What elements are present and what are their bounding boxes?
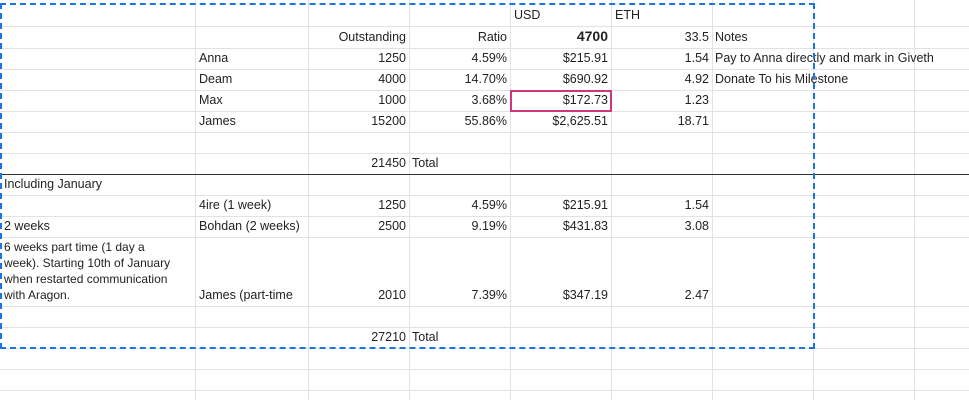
total-value-cell[interactable]: 21450 xyxy=(371,156,406,170)
ratio-cell[interactable]: 14.70% xyxy=(464,72,507,86)
eth-cell[interactable]: 2.47 xyxy=(684,288,709,302)
row-divider xyxy=(0,327,969,328)
row-divider xyxy=(0,48,969,49)
col-divider xyxy=(510,0,511,400)
col-divider xyxy=(712,0,713,400)
header-eth[interactable]: ETH xyxy=(615,8,640,22)
total-value-cell[interactable]: 27210 xyxy=(371,330,406,344)
active-cell-selection[interactable] xyxy=(510,90,612,112)
total-eth-cell[interactable]: 33.5 xyxy=(684,30,709,44)
eth-cell[interactable]: 1.23 xyxy=(684,93,709,107)
usd-cell[interactable]: $2,625.51 xyxy=(552,114,608,128)
total-label-cell[interactable]: Total xyxy=(412,330,439,344)
eth-cell[interactable]: 18.71 xyxy=(677,114,709,128)
copy-marquee xyxy=(0,3,815,349)
outstanding-cell[interactable]: 2500 xyxy=(378,219,406,233)
outstanding-cell[interactable]: 1250 xyxy=(378,198,406,212)
usd-cell[interactable]: $215.91 xyxy=(562,51,608,65)
ratio-cell[interactable]: 4.59% xyxy=(471,198,507,212)
row-divider xyxy=(0,153,969,154)
section-divider xyxy=(0,174,969,175)
header-usd[interactable]: USD xyxy=(514,8,541,22)
col-divider xyxy=(611,0,612,400)
name-cell[interactable]: 4ire (1 week) xyxy=(199,198,272,212)
usd-cell[interactable]: $431.83 xyxy=(562,219,608,233)
note-cell[interactable]: Pay to Anna directly and mark in Giveth xyxy=(715,51,934,65)
eth-cell[interactable]: 1.54 xyxy=(684,198,709,212)
ratio-cell[interactable]: 7.39% xyxy=(471,288,507,302)
desc-cell[interactable]: 6 weeks part time (1 day a week). Starti… xyxy=(4,240,171,302)
header-ratio[interactable]: Ratio xyxy=(477,30,507,44)
row-divider xyxy=(0,195,969,196)
row-divider xyxy=(0,26,969,27)
ratio-cell[interactable]: 9.19% xyxy=(471,219,507,233)
col-divider xyxy=(409,0,410,400)
row-divider xyxy=(0,111,969,112)
row-divider xyxy=(0,306,969,307)
eth-cell[interactable]: 1.54 xyxy=(684,51,709,65)
total-label-cell[interactable]: Total xyxy=(412,156,439,170)
section-heading[interactable]: Including January xyxy=(4,177,102,191)
eth-cell[interactable]: 3.08 xyxy=(684,219,709,233)
row-divider xyxy=(0,369,969,370)
outstanding-cell[interactable]: 2010 xyxy=(378,288,406,302)
desc-cell[interactable]: 2 weeks xyxy=(4,219,50,233)
total-usd-cell[interactable]: 4700 xyxy=(576,28,608,44)
outstanding-cell[interactable]: 1000 xyxy=(378,93,406,107)
col-divider xyxy=(914,0,915,400)
row-divider xyxy=(0,390,969,391)
ratio-cell[interactable]: 3.68% xyxy=(471,93,507,107)
usd-cell[interactable]: $347.19 xyxy=(562,288,608,302)
row-divider xyxy=(0,216,969,217)
ratio-cell[interactable]: 4.59% xyxy=(471,51,507,65)
ratio-cell[interactable]: 55.86% xyxy=(464,114,507,128)
col-divider xyxy=(195,0,196,400)
header-outstanding[interactable]: Outstanding xyxy=(338,30,406,44)
row-divider xyxy=(0,132,969,133)
col-divider xyxy=(308,0,309,400)
usd-cell[interactable]: $690.92 xyxy=(562,72,608,86)
header-notes[interactable]: Notes xyxy=(715,30,748,44)
usd-cell[interactable]: $215.91 xyxy=(562,198,608,212)
usd-cell-selected[interactable]: $172.73 xyxy=(562,93,608,107)
name-cell[interactable]: Max xyxy=(199,93,223,107)
row-divider xyxy=(0,90,969,91)
eth-cell[interactable]: 4.92 xyxy=(684,72,709,86)
row-divider xyxy=(0,69,969,70)
outstanding-cell[interactable]: 15200 xyxy=(371,114,406,128)
name-cell[interactable]: James xyxy=(199,114,236,128)
outstanding-cell[interactable]: 4000 xyxy=(378,72,406,86)
name-cell[interactable]: Deam xyxy=(199,72,233,86)
name-cell[interactable]: Anna xyxy=(199,51,229,65)
row-divider xyxy=(0,237,969,238)
outstanding-cell[interactable]: 1250 xyxy=(378,51,406,65)
name-cell[interactable]: Bohdan (2 weeks) xyxy=(199,219,300,233)
name-cell[interactable]: James (part-time xyxy=(199,288,293,302)
